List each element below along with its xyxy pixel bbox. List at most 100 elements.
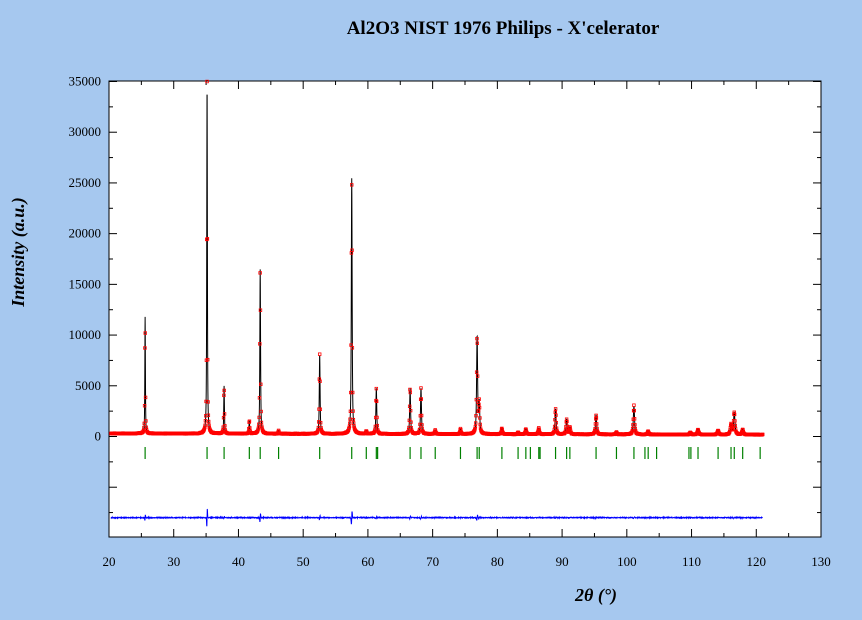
observed-point (318, 420, 323, 425)
x-tick-label: 70 (426, 554, 439, 569)
observed-point (594, 416, 599, 420)
observed-point (761, 432, 765, 437)
x-tick-label: 60 (361, 554, 374, 569)
observed-point (348, 417, 352, 421)
difference-line (110, 508, 763, 527)
observed-point (258, 271, 262, 275)
observed-point (206, 419, 211, 424)
observed-point (593, 426, 597, 431)
observed-point (143, 395, 148, 400)
observed-point (477, 402, 481, 407)
observed-point (260, 424, 264, 428)
observed-point (375, 415, 379, 420)
observed-point (475, 374, 480, 378)
observed-point (408, 408, 413, 413)
observed-point (406, 429, 411, 434)
observed-point (317, 377, 322, 381)
observed-point (632, 408, 636, 413)
axes: 20 30 40 50 60 70 80 90 100 110 120 130 0 5000 10000 15… (69, 74, 831, 570)
observed-point (374, 386, 379, 391)
observed-point (419, 413, 424, 418)
x-tick-label: 110 (682, 554, 701, 569)
observed-point (553, 417, 557, 422)
observed-point (318, 379, 322, 383)
x-axis-label: 2θ (°) (574, 585, 617, 606)
observed-point (595, 422, 599, 426)
observed-point (374, 398, 378, 403)
observed-point (142, 404, 147, 408)
observed-point (632, 417, 637, 421)
y-tick-label: 30000 (69, 124, 102, 139)
observed-point (221, 415, 226, 420)
observed-point (347, 424, 352, 428)
observed-point (350, 248, 354, 252)
observed-point (407, 404, 412, 409)
observed-point (408, 387, 412, 392)
observed-point (477, 405, 482, 410)
observed-point (630, 429, 635, 433)
observed-point (733, 423, 737, 428)
observed-point (350, 390, 355, 395)
observed-point (258, 342, 262, 346)
x-tick-label: 130 (811, 554, 831, 569)
observed-point (206, 357, 210, 362)
observed-point (349, 390, 353, 395)
observed-point (259, 409, 263, 414)
observed-point (565, 419, 569, 424)
observed-point (205, 237, 209, 242)
x-tick-label: 30 (167, 554, 180, 569)
observed-point (475, 336, 479, 341)
observed-point (348, 421, 352, 425)
observed-point (633, 423, 637, 427)
observed-point (143, 346, 147, 350)
observed-point (222, 412, 227, 416)
chart-title: Al2O3 NIST 1976 Philips - X'celerator (347, 18, 660, 39)
observed-point (474, 414, 478, 418)
observed-point (419, 386, 423, 390)
observed-point (317, 420, 321, 424)
observed-point (477, 397, 481, 401)
x-tick-label: 120 (747, 554, 767, 569)
observed-point (206, 400, 210, 404)
observed-point (374, 399, 379, 404)
observed-point (352, 424, 356, 428)
observed-point (476, 409, 481, 413)
observed-point (143, 331, 147, 335)
observed-point (473, 421, 478, 425)
observed-point (375, 423, 379, 428)
y-tick-label: 0 (95, 429, 102, 444)
bragg-reflection-markers (144, 447, 761, 459)
observed-point (223, 424, 227, 428)
observed-point (350, 183, 354, 187)
observed-point (204, 399, 208, 404)
x-tick-label: 80 (491, 554, 504, 569)
plot-area (108, 80, 822, 538)
observed-point (418, 422, 422, 427)
observed-point (259, 420, 264, 425)
observed-point (222, 393, 226, 398)
observed-point (732, 410, 736, 414)
x-tick-label: 40 (232, 554, 245, 569)
observed-point (318, 407, 323, 411)
observed-point (247, 419, 252, 423)
observed-point (633, 427, 637, 431)
observed-point (205, 237, 210, 241)
y-tick-label: 20000 (69, 226, 102, 241)
observed-point (206, 413, 211, 417)
observed-point (257, 415, 261, 420)
observed-point (553, 407, 558, 411)
observed-point (203, 425, 207, 430)
observed-point (409, 420, 413, 424)
y-tick-label: 5000 (75, 378, 101, 393)
observed-point (203, 419, 208, 423)
observed-point (350, 346, 355, 350)
observed-point (420, 423, 424, 427)
observed-point (317, 352, 322, 356)
observed-point (351, 417, 356, 422)
observed-point (554, 413, 558, 417)
observed-point (351, 409, 355, 413)
observed-point (537, 427, 541, 431)
observed-point (222, 388, 226, 393)
observed-point (144, 419, 148, 423)
observed-point (732, 412, 737, 417)
